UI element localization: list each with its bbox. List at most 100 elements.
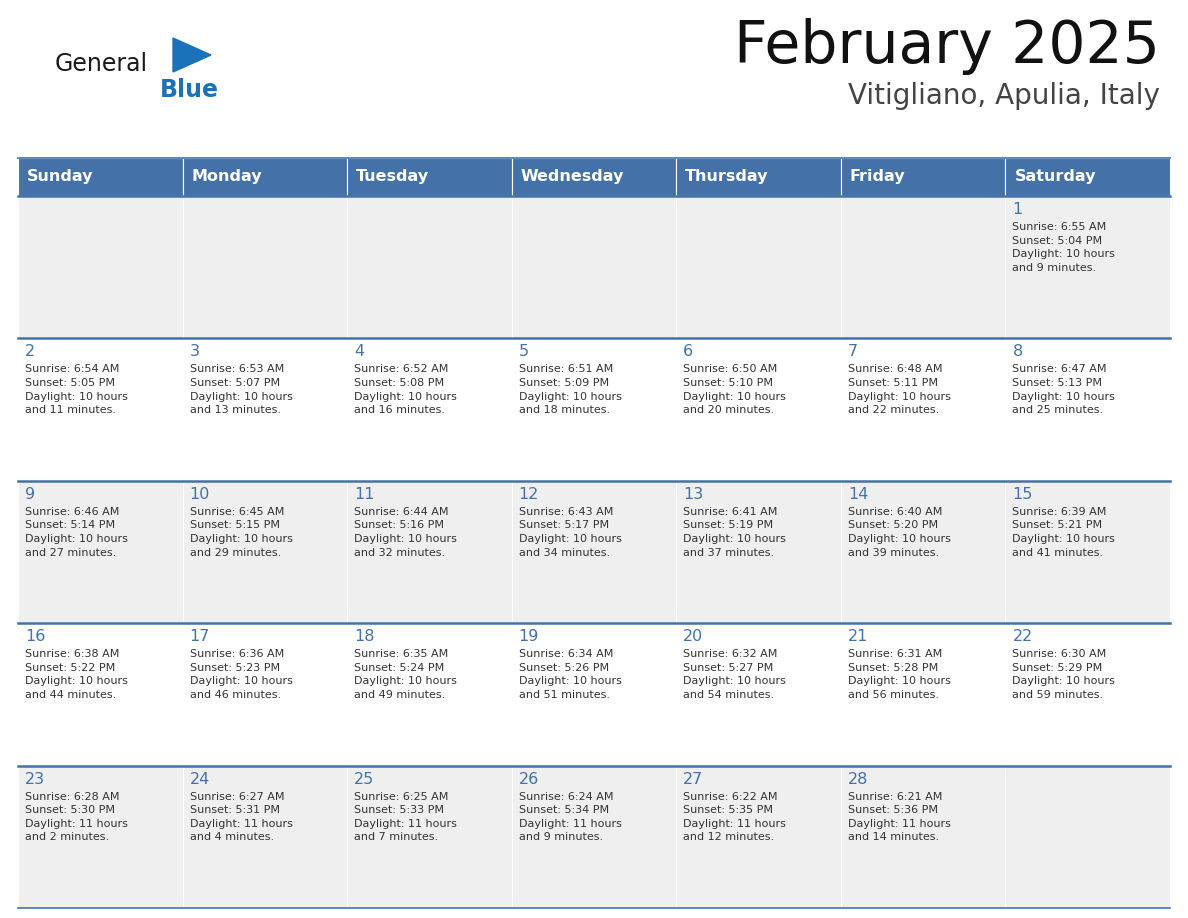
Text: 14: 14 xyxy=(848,487,868,502)
Text: Sunrise: 6:53 AM
Sunset: 5:07 PM
Daylight: 10 hours
and 13 minutes.: Sunrise: 6:53 AM Sunset: 5:07 PM Dayligh… xyxy=(190,364,292,415)
Text: Sunrise: 6:41 AM
Sunset: 5:19 PM
Daylight: 10 hours
and 37 minutes.: Sunrise: 6:41 AM Sunset: 5:19 PM Dayligh… xyxy=(683,507,786,557)
Bar xyxy=(1005,623,1170,766)
Text: 3: 3 xyxy=(190,344,200,360)
Text: Sunrise: 6:39 AM
Sunset: 5:21 PM
Daylight: 10 hours
and 41 minutes.: Sunrise: 6:39 AM Sunset: 5:21 PM Dayligh… xyxy=(1012,507,1116,557)
Text: Sunrise: 6:55 AM
Sunset: 5:04 PM
Daylight: 10 hours
and 9 minutes.: Sunrise: 6:55 AM Sunset: 5:04 PM Dayligh… xyxy=(1012,222,1116,273)
Bar xyxy=(841,158,1005,196)
Text: Sunrise: 6:51 AM
Sunset: 5:09 PM
Daylight: 10 hours
and 18 minutes.: Sunrise: 6:51 AM Sunset: 5:09 PM Dayligh… xyxy=(519,364,621,415)
Text: 19: 19 xyxy=(519,629,539,644)
Text: 24: 24 xyxy=(190,772,210,787)
Text: Sunrise: 6:46 AM
Sunset: 5:14 PM
Daylight: 10 hours
and 27 minutes.: Sunrise: 6:46 AM Sunset: 5:14 PM Dayligh… xyxy=(25,507,128,557)
Bar xyxy=(1005,196,1170,339)
Text: Sunrise: 6:25 AM
Sunset: 5:33 PM
Daylight: 11 hours
and 7 minutes.: Sunrise: 6:25 AM Sunset: 5:33 PM Dayligh… xyxy=(354,791,457,843)
Bar xyxy=(676,623,841,766)
Text: Sunrise: 6:44 AM
Sunset: 5:16 PM
Daylight: 10 hours
and 32 minutes.: Sunrise: 6:44 AM Sunset: 5:16 PM Dayligh… xyxy=(354,507,457,557)
Bar xyxy=(676,766,841,908)
Bar xyxy=(1005,766,1170,908)
Bar xyxy=(183,766,347,908)
Bar xyxy=(1005,158,1170,196)
Text: 5: 5 xyxy=(519,344,529,360)
Bar xyxy=(183,196,347,339)
Text: Sunrise: 6:52 AM
Sunset: 5:08 PM
Daylight: 10 hours
and 16 minutes.: Sunrise: 6:52 AM Sunset: 5:08 PM Dayligh… xyxy=(354,364,457,415)
Bar xyxy=(841,339,1005,481)
Bar xyxy=(18,158,183,196)
Text: Sunrise: 6:31 AM
Sunset: 5:28 PM
Daylight: 10 hours
and 56 minutes.: Sunrise: 6:31 AM Sunset: 5:28 PM Dayligh… xyxy=(848,649,950,700)
Text: General: General xyxy=(55,52,148,76)
Text: 25: 25 xyxy=(354,772,374,787)
Text: Vitigliano, Apulia, Italy: Vitigliano, Apulia, Italy xyxy=(848,82,1159,110)
Text: Sunrise: 6:24 AM
Sunset: 5:34 PM
Daylight: 11 hours
and 9 minutes.: Sunrise: 6:24 AM Sunset: 5:34 PM Dayligh… xyxy=(519,791,621,843)
Text: Sunrise: 6:47 AM
Sunset: 5:13 PM
Daylight: 10 hours
and 25 minutes.: Sunrise: 6:47 AM Sunset: 5:13 PM Dayligh… xyxy=(1012,364,1116,415)
Text: Wednesday: Wednesday xyxy=(520,170,624,185)
Text: 4: 4 xyxy=(354,344,365,360)
Text: Sunrise: 6:48 AM
Sunset: 5:11 PM
Daylight: 10 hours
and 22 minutes.: Sunrise: 6:48 AM Sunset: 5:11 PM Dayligh… xyxy=(848,364,950,415)
Text: 13: 13 xyxy=(683,487,703,502)
Text: 8: 8 xyxy=(1012,344,1023,360)
Text: Sunrise: 6:40 AM
Sunset: 5:20 PM
Daylight: 10 hours
and 39 minutes.: Sunrise: 6:40 AM Sunset: 5:20 PM Dayligh… xyxy=(848,507,950,557)
Text: 27: 27 xyxy=(683,772,703,787)
Text: Friday: Friday xyxy=(849,170,905,185)
Text: 22: 22 xyxy=(1012,629,1032,644)
Bar xyxy=(347,766,512,908)
Bar xyxy=(676,158,841,196)
Text: Sunrise: 6:50 AM
Sunset: 5:10 PM
Daylight: 10 hours
and 20 minutes.: Sunrise: 6:50 AM Sunset: 5:10 PM Dayligh… xyxy=(683,364,786,415)
Text: Sunrise: 6:43 AM
Sunset: 5:17 PM
Daylight: 10 hours
and 34 minutes.: Sunrise: 6:43 AM Sunset: 5:17 PM Dayligh… xyxy=(519,507,621,557)
Bar xyxy=(676,481,841,623)
Bar xyxy=(347,623,512,766)
Bar xyxy=(18,481,183,623)
Bar xyxy=(512,339,676,481)
Text: 16: 16 xyxy=(25,629,45,644)
Text: Sunrise: 6:21 AM
Sunset: 5:36 PM
Daylight: 11 hours
and 14 minutes.: Sunrise: 6:21 AM Sunset: 5:36 PM Dayligh… xyxy=(848,791,950,843)
Text: 6: 6 xyxy=(683,344,694,360)
Text: Sunrise: 6:27 AM
Sunset: 5:31 PM
Daylight: 11 hours
and 4 minutes.: Sunrise: 6:27 AM Sunset: 5:31 PM Dayligh… xyxy=(190,791,292,843)
Text: Sunrise: 6:45 AM
Sunset: 5:15 PM
Daylight: 10 hours
and 29 minutes.: Sunrise: 6:45 AM Sunset: 5:15 PM Dayligh… xyxy=(190,507,292,557)
Text: 2: 2 xyxy=(25,344,36,360)
Text: 15: 15 xyxy=(1012,487,1032,502)
Bar xyxy=(841,623,1005,766)
Text: 28: 28 xyxy=(848,772,868,787)
Bar xyxy=(18,766,183,908)
Bar xyxy=(512,196,676,339)
Bar xyxy=(347,481,512,623)
Text: Saturday: Saturday xyxy=(1015,170,1095,185)
Text: Sunday: Sunday xyxy=(27,170,94,185)
Text: Sunrise: 6:30 AM
Sunset: 5:29 PM
Daylight: 10 hours
and 59 minutes.: Sunrise: 6:30 AM Sunset: 5:29 PM Dayligh… xyxy=(1012,649,1116,700)
Bar xyxy=(183,623,347,766)
Text: Sunrise: 6:34 AM
Sunset: 5:26 PM
Daylight: 10 hours
and 51 minutes.: Sunrise: 6:34 AM Sunset: 5:26 PM Dayligh… xyxy=(519,649,621,700)
Bar xyxy=(18,339,183,481)
Text: 21: 21 xyxy=(848,629,868,644)
Bar xyxy=(676,196,841,339)
Bar xyxy=(1005,481,1170,623)
Text: 20: 20 xyxy=(683,629,703,644)
Text: Sunrise: 6:35 AM
Sunset: 5:24 PM
Daylight: 10 hours
and 49 minutes.: Sunrise: 6:35 AM Sunset: 5:24 PM Dayligh… xyxy=(354,649,457,700)
Text: 26: 26 xyxy=(519,772,539,787)
Text: February 2025: February 2025 xyxy=(734,18,1159,75)
Bar xyxy=(18,196,183,339)
Bar xyxy=(676,339,841,481)
Text: 18: 18 xyxy=(354,629,374,644)
Bar xyxy=(18,623,183,766)
Bar xyxy=(183,158,347,196)
Bar xyxy=(347,196,512,339)
Text: 7: 7 xyxy=(848,344,858,360)
Bar xyxy=(512,158,676,196)
Text: Sunrise: 6:38 AM
Sunset: 5:22 PM
Daylight: 10 hours
and 44 minutes.: Sunrise: 6:38 AM Sunset: 5:22 PM Dayligh… xyxy=(25,649,128,700)
Text: Sunrise: 6:28 AM
Sunset: 5:30 PM
Daylight: 11 hours
and 2 minutes.: Sunrise: 6:28 AM Sunset: 5:30 PM Dayligh… xyxy=(25,791,128,843)
Bar xyxy=(183,339,347,481)
Text: Thursday: Thursday xyxy=(685,170,769,185)
Text: 23: 23 xyxy=(25,772,45,787)
Text: 9: 9 xyxy=(25,487,36,502)
Text: Blue: Blue xyxy=(160,78,219,102)
Bar xyxy=(512,481,676,623)
Bar xyxy=(347,339,512,481)
Bar xyxy=(183,481,347,623)
Text: Monday: Monday xyxy=(191,170,263,185)
Bar xyxy=(841,481,1005,623)
Bar xyxy=(512,623,676,766)
Text: 1: 1 xyxy=(1012,202,1023,217)
Bar xyxy=(841,766,1005,908)
Bar xyxy=(841,196,1005,339)
Text: 11: 11 xyxy=(354,487,374,502)
Text: Sunrise: 6:22 AM
Sunset: 5:35 PM
Daylight: 11 hours
and 12 minutes.: Sunrise: 6:22 AM Sunset: 5:35 PM Dayligh… xyxy=(683,791,786,843)
Bar xyxy=(512,766,676,908)
